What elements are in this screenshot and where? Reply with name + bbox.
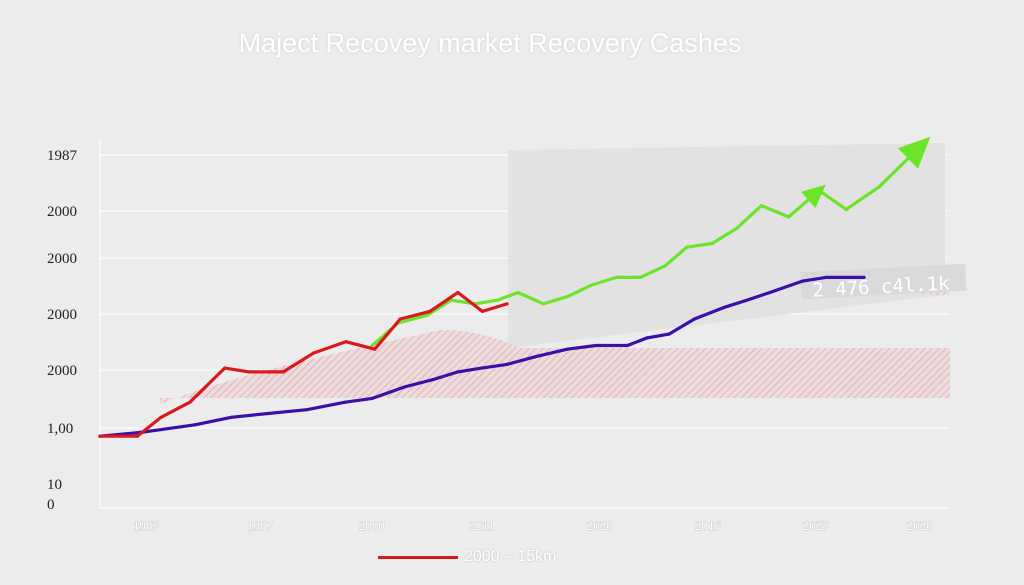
data-point-green [566,294,570,298]
data-point-purple [456,370,460,374]
arrowhead-green [801,184,826,209]
data-point-red [456,290,460,295]
data-point-purple [343,400,347,404]
data-point-green [685,245,689,249]
y-tick-label: 2000 [47,363,77,379]
data-point-green [614,275,619,279]
data-point-green [877,185,881,189]
data-point-purple [824,275,828,279]
data-point-red [247,370,251,374]
y-tick-label: 2000 [47,204,77,220]
x-tick-label: 2020 [587,518,613,533]
data-point-red [281,370,285,374]
data-point-red [344,340,348,344]
data-point-purple [800,279,804,283]
data-point-green [590,283,594,287]
data-point-purple [431,377,435,382]
y-tick-label: 10 [47,477,62,493]
data-point-green [787,215,791,219]
legend-swatch-red [378,555,458,559]
legend-label: 2000 – 15km [464,548,557,565]
data-point-purple [229,415,233,419]
data-point-green [844,207,848,211]
data-point-purple [667,332,671,336]
data-point-green [759,204,764,208]
data-point-green [516,290,520,295]
data-point-purple [266,411,270,416]
data-point-red [98,434,102,438]
data-point-purple [305,408,309,412]
x-tick-label: 1987 [247,518,274,533]
data-point-purple [402,385,406,389]
data-point-green [541,302,546,306]
data-point-purple [533,355,537,359]
data-point-purple [480,366,484,370]
data-point-red [480,309,484,313]
data-point-green [370,343,374,348]
x-tick-label: 2011 [469,518,495,533]
data-point-green [735,226,739,230]
y-tick-label: 0 [47,497,55,513]
data-point-purple [745,298,749,302]
background-shade [508,143,945,348]
series-line-green [370,143,924,348]
hatched-area [160,292,950,404]
data-point-red [312,351,316,355]
y-axis: 1987 2000 2000 2000 2000 1,00 10 0 [47,148,78,513]
arrowhead-green [897,136,931,169]
data-point-red [398,317,402,321]
data-point-green [663,264,667,268]
data-point-purple [692,317,697,321]
data-point-red [428,309,432,313]
data-point-red [505,302,509,306]
y-tick-label: 1,00 [47,421,73,437]
data-point-green [496,298,500,302]
legend: 2000 – 15km [378,548,557,566]
data-point-green [638,275,642,279]
chart-title: Maject Recovey market Recovery Cashes [238,28,742,58]
series-layer [98,136,931,438]
data-point-purple [645,336,649,340]
x-tick-label: 2020 [907,518,933,533]
data-point-green [710,241,714,245]
y-tick-label: 2000 [47,251,77,267]
data-point-purple [862,275,866,279]
data-point-green [425,313,429,317]
data-point-purple [594,343,598,348]
x-tick-label: 1987 [133,518,160,533]
x-axis: 1987 1987 2000 2011 2020 2016 2027 2020 [133,518,934,534]
data-point-purple [625,343,630,348]
x-tick-label: 2027 [803,518,830,533]
x-tick-label: 2000 [359,518,385,533]
data-point-red [135,434,139,438]
data-point-purple [505,362,509,366]
y-tick-label: 1987 [47,148,78,164]
y-tick-label: 2000 [47,307,77,323]
annotation-box [800,263,967,300]
data-point-purple [370,396,374,400]
data-point-red [223,366,227,370]
data-point-red [188,400,192,404]
data-point-red [373,347,377,351]
data-point-purple [193,423,197,427]
data-point-red [159,415,163,419]
data-point-purple [768,290,772,295]
data-point-purple [565,347,569,351]
data-point-purple [721,306,725,310]
series-line-purple [98,275,866,438]
x-tick-label: 2016 [695,518,722,533]
